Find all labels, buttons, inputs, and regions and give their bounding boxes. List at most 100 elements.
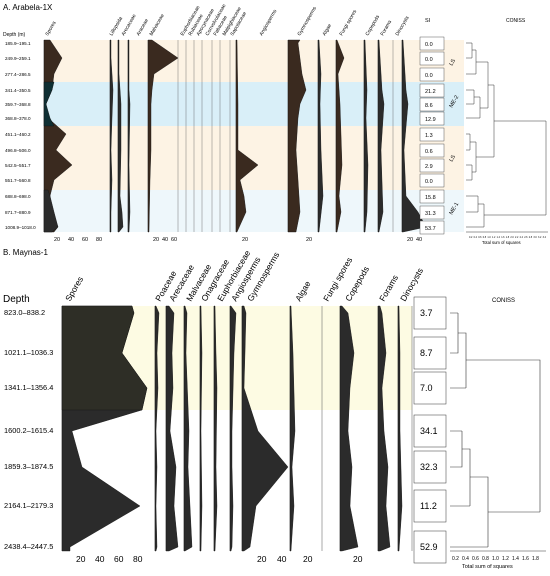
- zone-band-ls-top: [44, 40, 464, 82]
- si-cell-a: [419, 158, 445, 173]
- coniss-tick-b: 0.8: [482, 556, 489, 562]
- coniss-tick-a: 1.4: [497, 236, 501, 239]
- si-cell-b: [413, 450, 447, 484]
- si-label-a: SI: [425, 18, 431, 24]
- malvaceae-curve-a: [147, 39, 179, 233]
- si-value-a: 0.0: [425, 57, 433, 63]
- spores-tick-b: 40: [95, 554, 105, 564]
- fungi-curve-a: [335, 39, 345, 233]
- spores-curve-b-top: [61, 305, 148, 411]
- si-cell-a: [419, 67, 445, 82]
- depth-label-a: 341.4–350.5: [5, 88, 31, 93]
- si-cell-a: [419, 127, 445, 142]
- taxon-label-a: Spores: [45, 20, 58, 37]
- gymnosperms-tick-b: 20: [257, 554, 267, 564]
- taxon-label-b: Forams: [377, 273, 400, 303]
- dinocysts-tick-a: 40: [416, 237, 422, 243]
- si-value-b: 52.9: [420, 542, 438, 552]
- panel-a: A. Arabela-1X Depth (m) 185.9–195.1 249.9–2…: [3, 3, 548, 245]
- spores-tick-a: 20: [54, 237, 60, 243]
- si-value-b: 32.3: [420, 462, 438, 472]
- copepods-curve-b: [339, 305, 359, 552]
- coniss-tick-b: 1.0: [492, 556, 499, 562]
- coniss-xlabel-b: Total sum of squares: [462, 564, 513, 570]
- si-value-a: 0.6: [425, 149, 433, 155]
- coniss-dendrogram-b: [450, 312, 541, 548]
- zone-label-a: LS: [449, 58, 458, 67]
- zone-label-a: LS: [449, 154, 458, 163]
- depth-label-a: 359.7–368.8: [5, 102, 31, 107]
- si-cell-a: [419, 205, 445, 220]
- depth-label-a: 249.9–259.1: [5, 56, 31, 61]
- depth-label-a: 542.5–551.7: [5, 163, 31, 168]
- coniss-tick-a: 1.6: [501, 236, 505, 239]
- si-cell-b: [413, 530, 447, 564]
- coniss-tick-a: 1.8: [506, 236, 510, 239]
- coniss-tick-a: 0.8: [483, 236, 487, 239]
- taxon-label-a: Gymnosperms: [297, 5, 319, 37]
- taxon-label-a: Fungi spores: [339, 9, 359, 37]
- si-value-a: 15.8: [425, 195, 436, 201]
- taxon-label-b: Algae: [293, 279, 313, 303]
- panel-b-depth-label: Depth: [3, 294, 30, 305]
- depth-label-a: 496.8–506.0: [5, 148, 31, 153]
- forams-curve-a: [377, 39, 385, 233]
- coniss-tick-a: 1.0: [487, 236, 491, 239]
- si-cell-a: [419, 36, 445, 51]
- coniss-label-b: CONISS: [492, 298, 515, 304]
- si-value-a: 0.0: [425, 179, 433, 185]
- taxon-label-a: Angiosperms: [259, 8, 279, 37]
- coniss-tick-b: 1.2: [502, 556, 509, 562]
- panel-b-title: B. Maynas-1: [3, 248, 48, 257]
- taxon-label-a: Malvaceae: [149, 13, 166, 37]
- taxon-label-a: Forams: [380, 19, 394, 37]
- coniss-tick-a: 2.0: [510, 236, 514, 239]
- si-value-a: 0.0: [425, 73, 433, 79]
- angiosperms-tick-a: 20: [242, 237, 248, 243]
- depth-label-b: 1859.3–1874.5: [4, 462, 53, 471]
- zone-label-a: ME-1: [449, 202, 461, 216]
- panel-a-title: A. Arabela-1X: [3, 3, 53, 12]
- depth-label-b: 1021.1–1036.3: [4, 348, 53, 357]
- zone-band-me2: [44, 82, 464, 126]
- si-value-b: 8.7: [420, 348, 433, 358]
- coniss-tick-a: 2.2: [515, 236, 519, 239]
- taxon-label-a: Dinocysts: [395, 15, 411, 37]
- spores-curve-a-me1: [43, 189, 59, 233]
- spores-curve-a-me2: [43, 81, 55, 127]
- gymnosperms-curve-a: [287, 39, 307, 233]
- malvaceae-tick-a: 20: [153, 237, 159, 243]
- araceae-curve-a: [127, 39, 131, 233]
- si-cell-a: [419, 220, 445, 235]
- malvaceae-tick-a: 60: [171, 237, 177, 243]
- si-cell-a: [419, 111, 445, 126]
- coniss-tick-a: 2.8: [529, 236, 533, 239]
- si-cell-a: [419, 143, 445, 158]
- si-value-a: 12.9: [425, 117, 436, 123]
- si-cell-a: [419, 189, 445, 204]
- si-cell-b: [413, 296, 447, 330]
- dinocysts-tick-a: 20: [407, 237, 413, 243]
- coniss-tick-a: 0.4: [474, 236, 478, 239]
- depth-label-a: 185.9–195.1: [5, 41, 31, 46]
- angiosperms-curve-a: [235, 39, 259, 233]
- coniss-tick-b: 1.4: [512, 556, 519, 562]
- malvaceae-tick-a: 40: [162, 237, 168, 243]
- spores-tick-a: 60: [82, 237, 88, 243]
- depth-label-a: 688.8–698.0: [5, 194, 31, 199]
- coniss-tick-a: 2.6: [524, 236, 528, 239]
- depth-label-b: 823.0–838.2: [4, 308, 45, 317]
- arecaceae-curve-a: [117, 39, 124, 233]
- coniss-tick-a: 3.2: [538, 236, 542, 239]
- si-value-b: 7.0: [420, 383, 433, 393]
- algae-curve-b: [289, 305, 296, 552]
- spores-tick-b: 60: [114, 554, 124, 564]
- taxon-label-a: Algae: [322, 23, 334, 37]
- si-cell-a: [419, 51, 445, 66]
- coniss-tick-b: 0.2: [452, 556, 459, 562]
- copepods-tick-b: 20: [353, 554, 363, 564]
- forams-curve-b: [377, 305, 391, 552]
- coniss-tick-a: 0.6: [478, 236, 482, 239]
- si-cell-a: [419, 173, 445, 188]
